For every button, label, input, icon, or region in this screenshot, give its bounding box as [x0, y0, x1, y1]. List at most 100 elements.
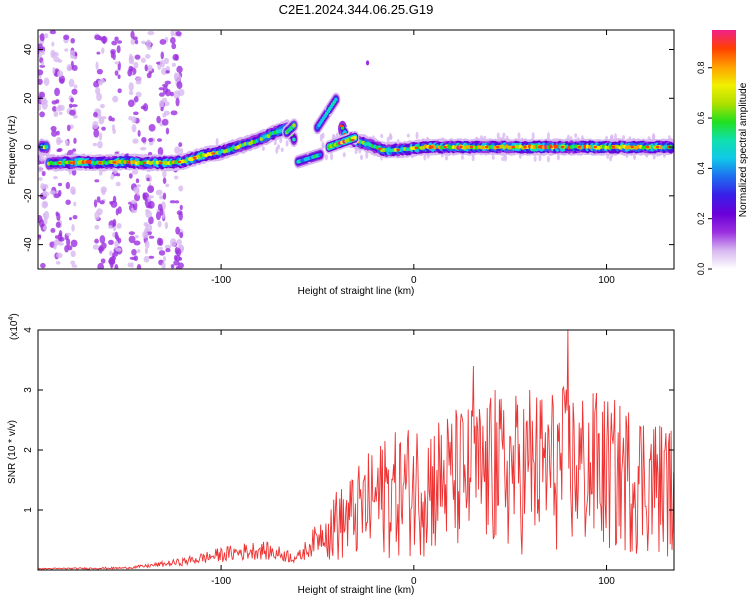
spectrogram-noise-cell [69, 109, 76, 116]
snr-x-tick-label: 0 [411, 576, 417, 587]
snr-x-tick-label: 100 [598, 576, 615, 587]
spectrogram-noise-cell [53, 175, 58, 180]
spectrogram-noise-cell [53, 239, 59, 247]
spectrogram-noise-cell [444, 155, 448, 161]
figure-title: C2E1.2024.344.06.25.G19 [279, 2, 434, 17]
spectrogram-noise-cell [342, 152, 346, 158]
spectrogram-noise-cell [147, 200, 155, 209]
spectrogram-noise-cell [135, 76, 142, 83]
spectrogram-noise-cell [72, 114, 78, 119]
spectrogram-noise-cell [163, 57, 170, 65]
spectrogram-noise-cell [141, 136, 147, 143]
spectrogram-noise-cell [108, 239, 114, 245]
spectrogram-noise-cell [41, 170, 46, 177]
spectrogram-peak-cell [645, 145, 650, 149]
spectrogram-noise-cell [161, 118, 169, 126]
spectrogram-noise-cell [134, 39, 139, 45]
spectrogram-noise-cell [163, 110, 170, 116]
spectrogram-noise-cell [354, 149, 358, 154]
spectrogram-noise-cell [144, 247, 148, 255]
spectrogram-noise-cell [99, 171, 103, 176]
snr-x-ticks: -100 0 100 [211, 330, 615, 587]
colorbar-label: Normalized spectral amplitude [738, 82, 749, 217]
spectrogram-noise-cell [164, 244, 172, 249]
spectrogram-peak-cell [666, 145, 671, 149]
spectrogram-noise-cell [147, 30, 155, 36]
spectrogram-noise-cell [54, 87, 60, 97]
spectrogram-noise-cell [93, 129, 100, 138]
spectrogram-noise-cell [130, 30, 135, 39]
spectrogram-noise-cell [115, 208, 119, 216]
spectrogram-noise-cell [279, 137, 283, 144]
spectrogram-noise-cell [179, 148, 184, 154]
spectrogram-noise-cell [53, 193, 61, 199]
snr-y-ticks: 1 2 3 4 [23, 327, 674, 513]
spectrogram-noise-cell [136, 187, 140, 196]
spectrogram-noise-cell [71, 88, 78, 95]
spectrogram-peak-cell [537, 145, 542, 149]
spectrogram-noise-cell [64, 48, 69, 52]
spectrogram-noise-cell [100, 103, 105, 109]
spectrogram-noise-cell [155, 189, 163, 196]
spectrogram-noise-cell [622, 135, 626, 140]
spectrogram-noise-cell [215, 137, 219, 146]
snr-multiplier-close: ) [9, 313, 20, 316]
spectrogram-noise-cell [128, 231, 135, 235]
spectrogram-noise-cell [131, 124, 137, 133]
spectrogram-noise-cell [160, 106, 164, 112]
spectrogram-noise-cell [319, 133, 323, 142]
spectrogram-noise-cell [111, 117, 115, 122]
spectrogram-noise-cell [40, 96, 47, 105]
spectrogram-noise-cell [110, 200, 118, 208]
spectrogram-noise-cell [55, 221, 61, 228]
spectrogram-noise-cell [65, 199, 71, 205]
spectrogram-noise-cell [38, 177, 43, 181]
spectrogram-noise-cell [114, 36, 119, 42]
spectrogram-noise-cell [112, 252, 116, 259]
spectrogram-peak-cell [211, 152, 215, 155]
spectrogram-noise-cell [145, 208, 150, 213]
spectrogram-noise-cell [158, 92, 165, 97]
spectrogram-noise-cell [128, 235, 136, 244]
spectrogram-noise-cell [388, 132, 392, 140]
spectrogram-noise-cell [157, 246, 164, 251]
spectrogram-y-label: Frequency (Hz) [7, 116, 18, 185]
spectrogram-noise-cell [162, 170, 167, 178]
spectrogram-noise-cell [143, 194, 147, 200]
spectrogram-noise-cell [169, 200, 176, 204]
spectrogram-noise-cell [53, 111, 59, 118]
spectrogram-noise-cell [171, 43, 177, 50]
spectrogram-noise-cell [38, 166, 43, 173]
spectrogram-noise-cell [59, 78, 65, 83]
spectrogram-noise-cell [97, 80, 102, 84]
spectrogram-noise-cell [142, 103, 149, 112]
spectrogram-noise-cell [178, 256, 183, 261]
spectrogram-noise-cell [136, 264, 142, 269]
spectrogram-noise-cell [117, 74, 121, 79]
spectrogram-noise-cell [131, 169, 139, 175]
spectrogram-noise-cell [97, 262, 104, 269]
snr-panel: -100 0 100 1 2 3 4 Height of straight line (k… [7, 313, 675, 596]
snr-multiplier-text: (x10 [9, 320, 20, 340]
spectrogram-noise-cell [128, 90, 134, 96]
spectrogram-noise-cell [273, 140, 277, 146]
spectrogram-noise-cell [102, 36, 106, 45]
spectrogram-noise-cell [574, 133, 578, 138]
spectrogram-noise-cell [170, 238, 177, 247]
spectrogram-noise-cell [556, 153, 560, 161]
spectrogram-noise-cell [96, 92, 103, 102]
spectrogram-noise-cell [92, 142, 98, 147]
spectrogram-noise-cell [175, 266, 180, 269]
spectrogram-peak-cell [549, 145, 553, 149]
spectrogram-noise-cell [41, 200, 48, 209]
spectrogram-noise-cell [165, 70, 170, 74]
spectrogram-noise-cell [57, 233, 63, 242]
spectrogram-noise-cell [134, 234, 139, 239]
spectrogram-noise-cell [73, 201, 77, 207]
spectrogram-y-tick-label: 40 [23, 44, 34, 56]
svg-text:(x104): (x104) [8, 313, 20, 340]
spectrogram-peak-cell [339, 124, 344, 128]
spectrogram-marks [38, 30, 674, 269]
